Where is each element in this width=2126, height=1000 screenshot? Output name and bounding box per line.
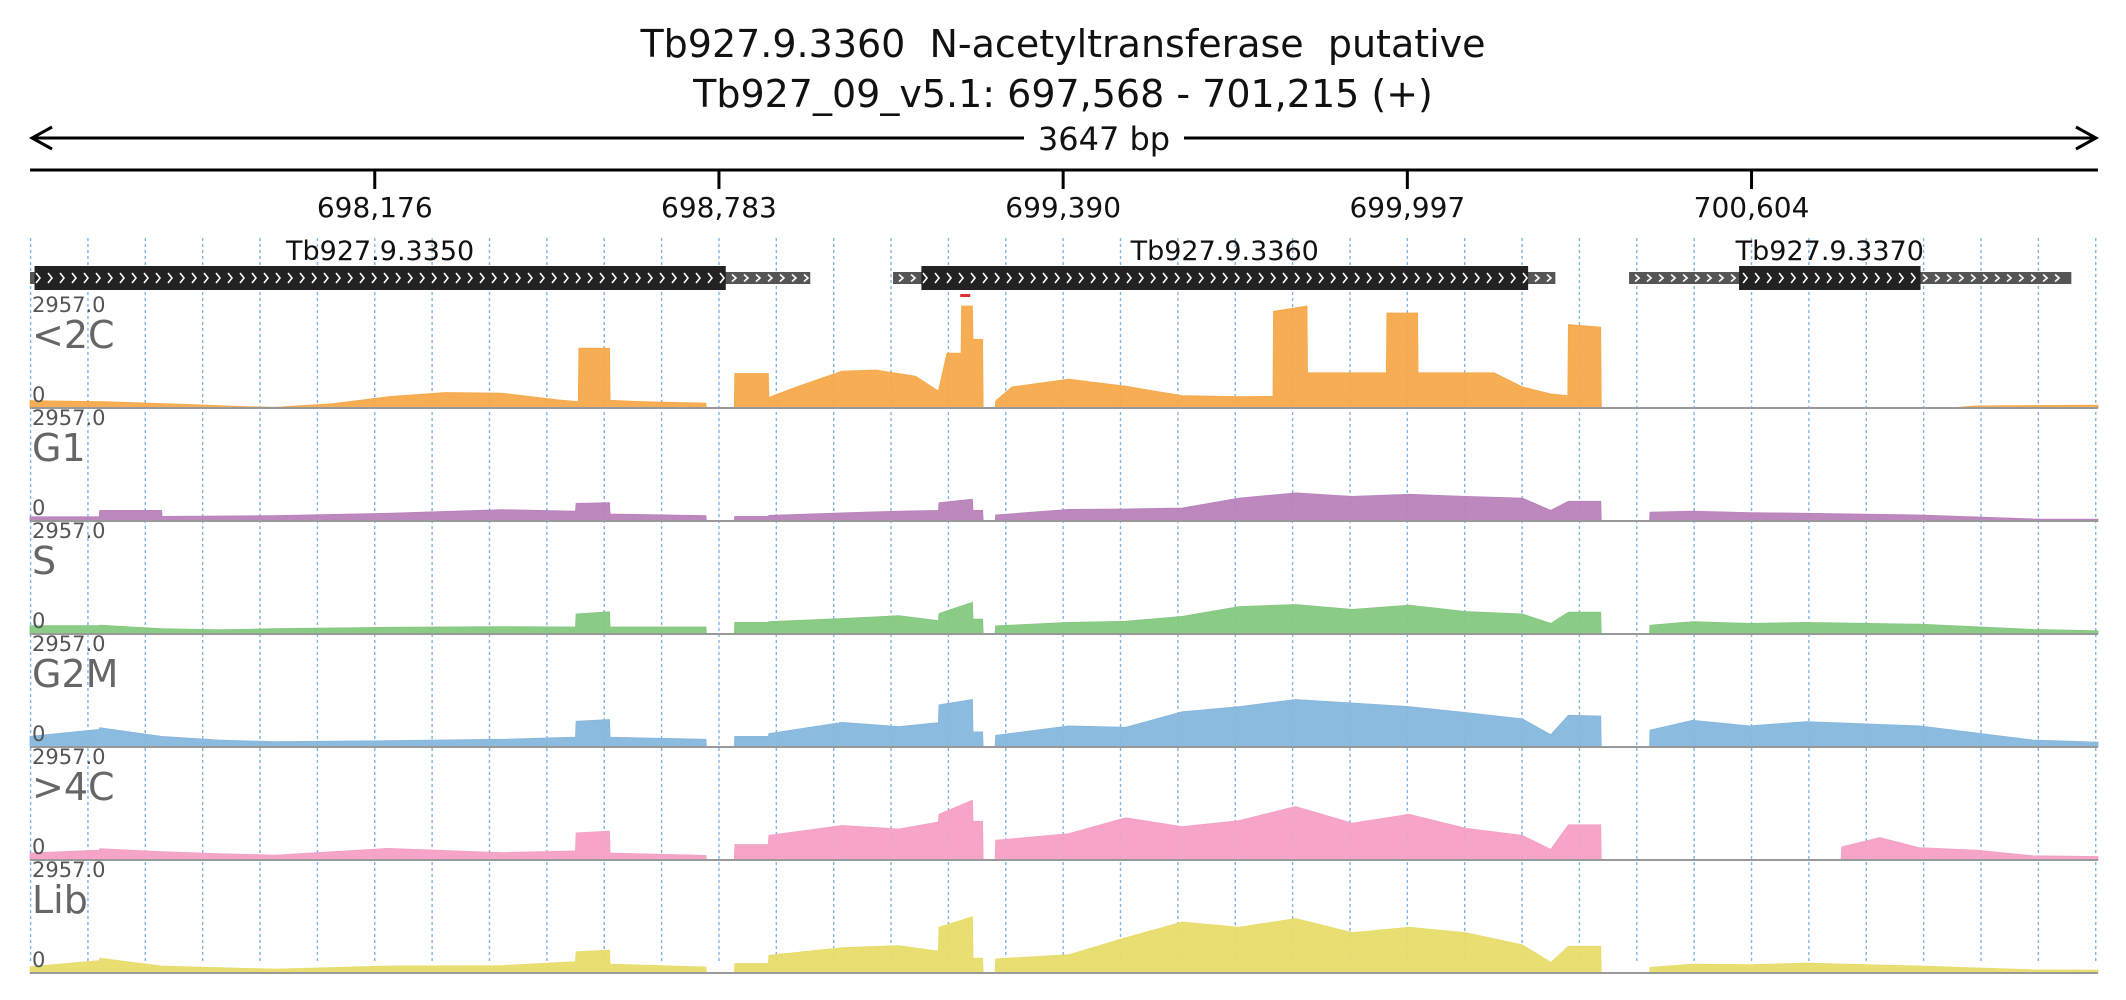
coverage-area	[29, 916, 2099, 974]
track-min-label: 0	[32, 948, 45, 972]
coverage-area	[29, 601, 2099, 635]
coverage-track: 2957.0>4C 0	[29, 745, 2099, 861]
track-max-label: 2957.0	[32, 632, 105, 656]
gene-label: Tb927.9.3350	[285, 236, 474, 267]
coverage-area	[29, 305, 2099, 409]
gene-cds-bar	[34, 266, 726, 290]
strand-chevrons	[898, 272, 1553, 284]
gene-title: Tb927.9.3360 N-acetyltransferase putativ…	[640, 22, 1486, 66]
axis-tick-label: 698,783	[661, 191, 777, 224]
track-min-label: 0	[32, 722, 45, 746]
gene-cds-bar	[1739, 266, 1921, 290]
coverage-area	[29, 492, 2099, 522]
gene-model[interactable]: Tb927.9.3350	[30, 236, 811, 290]
strand-chevrons	[1634, 272, 2061, 284]
axis-tick-label: 698,176	[317, 191, 433, 224]
coverage-area	[29, 699, 2099, 748]
track-name: G1	[32, 426, 86, 470]
coverage-track: 2957.0G1 0	[29, 406, 2099, 522]
track-min-label: 0	[32, 383, 45, 407]
gene-model[interactable]: Tb927.9.3360	[893, 236, 1556, 290]
coverage-track: 2957.0<2C 0	[29, 293, 2099, 409]
track-min-label: 0	[32, 835, 45, 859]
track-min-label: 0	[32, 609, 45, 633]
gene-model[interactable]: Tb927.9.3370	[1629, 236, 2072, 290]
track-name: Lib	[32, 878, 88, 922]
span-arrow-right-head	[2075, 125, 2100, 151]
axis-tick-label: 699,390	[1005, 191, 1121, 224]
track-min-label: 0	[32, 496, 45, 520]
track-name: >4C	[32, 765, 115, 809]
track-name: G2M	[32, 652, 118, 696]
track-max-label: 2957.0	[32, 519, 105, 543]
track-max-label: 2957.0	[32, 293, 105, 317]
track-name: S	[32, 539, 56, 583]
axis-tick-label: 699,997	[1349, 191, 1465, 224]
coverage-track: 2957.0S 0	[29, 519, 2099, 635]
span-label-background	[1024, 118, 1184, 158]
gene-cds-bar	[921, 266, 1529, 290]
peak-marker	[960, 294, 971, 297]
coverage-area	[29, 799, 2099, 861]
track-max-label: 2957.0	[32, 745, 105, 769]
gene-label: Tb927.9.3370	[1735, 236, 1924, 267]
strand-chevrons	[35, 272, 810, 284]
axis-tick-label: 700,604	[1694, 191, 1810, 224]
locus-coordinates: Tb927_09_v5.1: 697,568 - 701,215 (+)	[693, 72, 1433, 116]
span-label: 3647 bp	[1038, 120, 1170, 158]
track-max-label: 2957.0	[32, 858, 105, 882]
track-max-label: 2957.0	[32, 406, 105, 430]
track-name: <2C	[32, 313, 115, 357]
gene-label: Tb927.9.3360	[1130, 236, 1319, 267]
span-arrow-left-head	[28, 125, 53, 151]
